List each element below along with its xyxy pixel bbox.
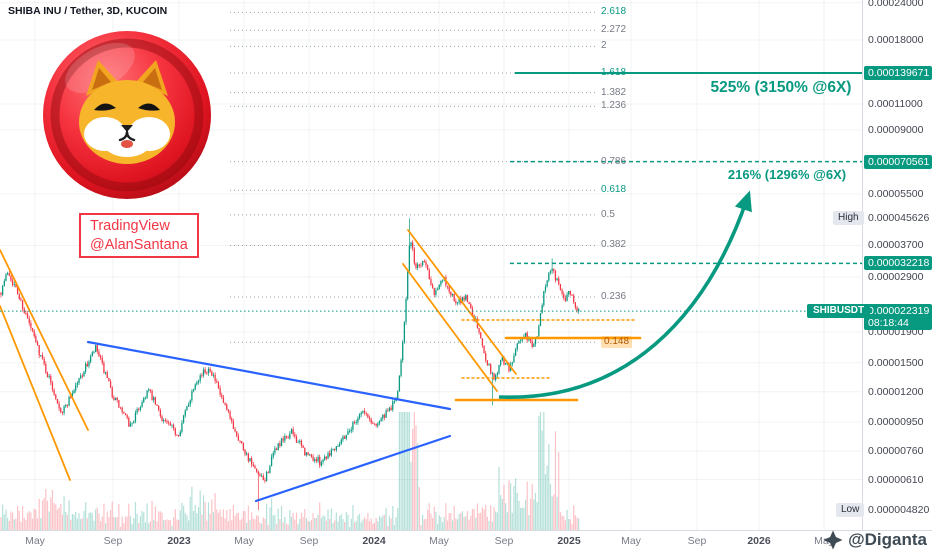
time-axis[interactable]: May Sep 2023 May Sep 2024 May Sep 2025 May Sep 2026… <box>0 530 932 550</box>
price-axis-label: 0.00009000 <box>868 124 924 137</box>
shiba-inu-coin-logo <box>43 31 211 199</box>
time-axis-label: May <box>234 535 254 547</box>
time-axis-label: Sep <box>494 535 514 547</box>
fib-level-label: 0.618 <box>601 184 627 196</box>
fib-level-label: 0.148 <box>601 336 633 349</box>
time-axis-label: Sep <box>687 535 707 547</box>
price-level-badge: 0.000139671 <box>864 65 932 80</box>
fib-level-label: 1.618 <box>601 66 627 78</box>
price-axis[interactable]: 0.000045626 0.000004820 0.000022319 08:1… <box>862 0 932 530</box>
fib-level-label: 2.618 <box>601 6 627 18</box>
time-axis-label: 2026 <box>747 535 771 547</box>
fib-level-label: 0.382 <box>601 239 627 251</box>
fib-level-label: 0.786 <box>601 155 627 167</box>
time-axis-label: May <box>25 535 45 547</box>
price-axis-label: 0.00001200 <box>868 385 924 398</box>
time-axis-label: 2023 <box>167 535 191 547</box>
fib-level-label: 0.236 <box>601 291 627 303</box>
low-value-label: 0.000004820 <box>868 504 930 517</box>
price-axis-label: 0.00001500 <box>868 356 924 369</box>
symbol-badge: SHIBUSDT <box>807 304 871 319</box>
watermark: @Diganta <box>823 530 927 550</box>
time-axis-label: Sep <box>103 535 123 547</box>
price-axis-label: 0.00000760 <box>868 444 924 457</box>
high-marker-chip: High <box>833 211 864 226</box>
fib-level-label: 1.236 <box>601 100 627 112</box>
price-axis-label: 0.00024000 <box>868 0 924 9</box>
attribution-line2: @AlanSantana <box>90 236 188 253</box>
current-price-value: 0.000022319 <box>868 305 930 318</box>
price-axis-label: 0.00002900 <box>868 271 924 284</box>
attribution-line1: TradingView <box>90 218 170 234</box>
price-level-badge: 0.000032218 <box>864 256 932 271</box>
symbol-title: SHIBA INU / Tether, 3D, KUCOIN <box>8 5 168 17</box>
price-axis-label: 0.00018000 <box>868 34 924 47</box>
fib-level-label: 0.5 <box>601 208 615 220</box>
low-marker-chip: Low <box>836 503 865 518</box>
attribution-box: TradingView @AlanSantana <box>79 213 199 259</box>
time-axis-label: May <box>621 535 641 547</box>
fib-level-label: 2 <box>601 40 607 52</box>
price-axis-label: 0.00005500 <box>868 187 924 200</box>
time-axis-label: May <box>429 535 449 547</box>
fib-level-label: 2.272 <box>601 24 627 36</box>
secondary-target-annotation: 216% (1296% @6X) <box>727 167 847 182</box>
time-axis-label: Sep <box>299 535 319 547</box>
price-axis-label: 0.00000950 <box>868 416 924 429</box>
primary-target-annotation: 525% (3150% @6X) <box>710 79 852 96</box>
time-axis-label: 2024 <box>362 535 386 547</box>
price-axis-label: 0.00000610 <box>868 473 924 486</box>
time-axis-label: 2025 <box>557 535 581 547</box>
price-axis-label: 0.00011000 <box>868 97 923 110</box>
shiba-face-icon <box>79 60 175 164</box>
price-level-badge: 0.000070561 <box>864 154 932 169</box>
fib-level-label: 1.382 <box>601 86 627 98</box>
current-price-badge: 0.000022319 08:18:44 <box>864 304 932 331</box>
price-axis-label: 0.00003700 <box>868 239 924 252</box>
high-value-label: 0.000045626 <box>868 212 930 225</box>
current-price-countdown: 08:18:44 <box>868 317 909 330</box>
watermark-text: @Diganta <box>848 530 927 549</box>
diganta-logo-icon <box>823 530 843 550</box>
